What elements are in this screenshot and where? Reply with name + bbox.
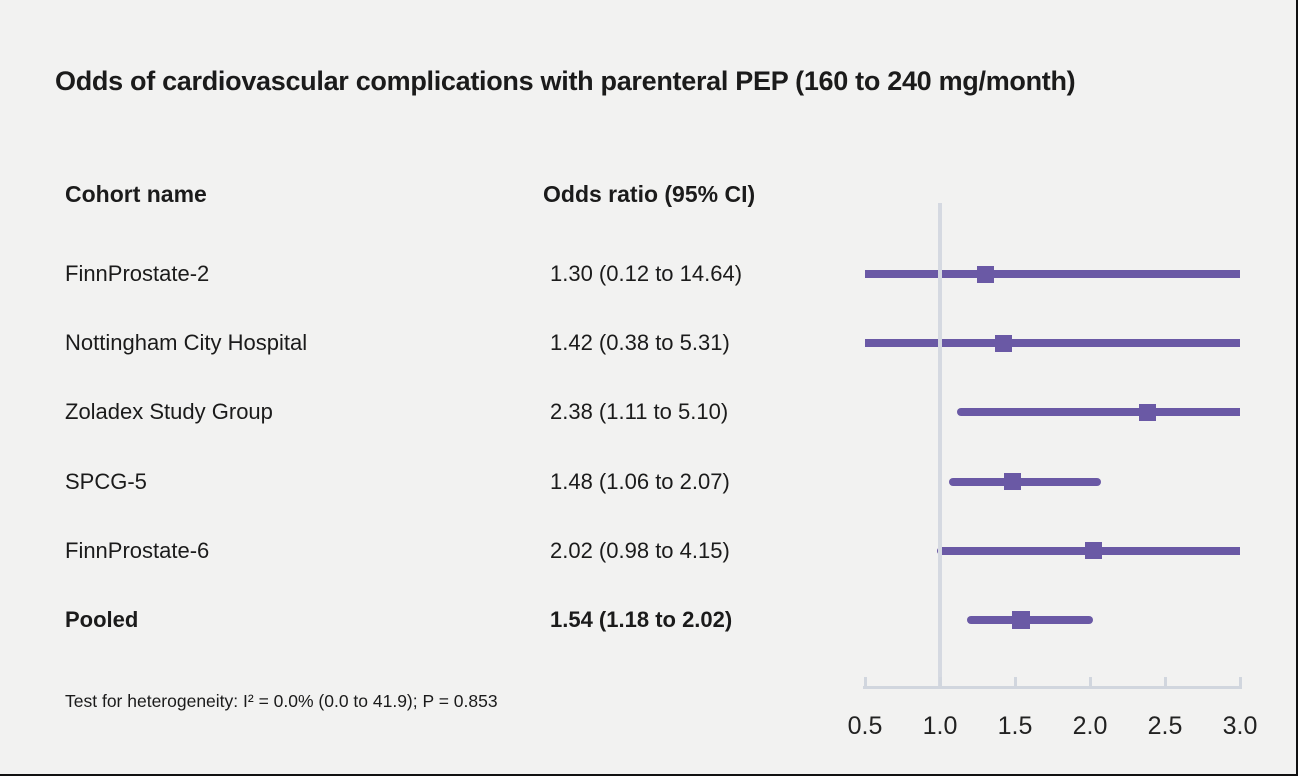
x-axis-tick <box>863 677 867 686</box>
estimate-marker <box>1084 542 1102 560</box>
cohort-name: Pooled <box>65 607 139 632</box>
x-axis-tick-label: 1.0 <box>922 712 958 740</box>
cohort-name: FinnProstate-2 <box>65 261 210 286</box>
x-axis-tick-label: 3.0 <box>1222 712 1258 740</box>
heterogeneity-footnote: Test for heterogeneity: I² = 0.0% (0.0 t… <box>65 691 498 711</box>
confidence-interval-line <box>865 339 1240 348</box>
odds-ratio-value: 2.02 (0.98 to 4.15) <box>550 537 730 563</box>
estimate-marker <box>1003 473 1021 491</box>
reference-line-or-1 <box>938 203 942 686</box>
odds-ratio-value: 1.48 (1.06 to 2.07) <box>550 468 730 494</box>
confidence-interval-line <box>967 616 1093 624</box>
cohort-name: FinnProstate-6 <box>65 537 210 563</box>
x-axis-tick-label: 2.0 <box>1072 712 1108 740</box>
odds-ratio-value: 1.54 (1.18 to 2.02) <box>550 607 733 632</box>
x-axis-tick <box>1088 677 1092 686</box>
x-axis-tick <box>1163 677 1167 686</box>
confidence-interval-line <box>949 477 1101 486</box>
estimate-marker <box>976 265 994 283</box>
figure-title: Odds of cardiovascular complications wit… <box>55 66 1076 96</box>
cohort-name: Zoladex Study Group <box>65 399 273 425</box>
confidence-interval-line <box>865 270 1240 278</box>
x-axis-tick-label: 2.5 <box>1147 712 1183 740</box>
column-header-odds-ratio: Odds ratio (95% CI) <box>543 181 756 207</box>
x-axis-tick <box>938 677 942 686</box>
x-axis-tick <box>1238 677 1242 686</box>
estimate-marker <box>1138 403 1156 421</box>
x-axis-line <box>863 686 1242 689</box>
estimate-marker <box>994 334 1012 352</box>
odds-ratio-value: 1.42 (0.38 to 5.31) <box>550 330 730 356</box>
confidence-interval-line <box>956 408 1240 417</box>
x-axis-tick-label: 1.5 <box>997 712 1033 740</box>
x-axis-tick <box>1013 677 1017 686</box>
odds-ratio-value: 1.30 (0.12 to 14.64) <box>550 261 743 286</box>
odds-ratio-value: 2.38 (1.11 to 5.10) <box>550 399 729 425</box>
cohort-name: SPCG-5 <box>65 468 147 494</box>
pooled-estimate-marker <box>1012 611 1030 629</box>
cohort-name: Nottingham City Hospital <box>65 330 308 356</box>
column-header-cohort-name: Cohort name <box>65 181 207 207</box>
x-axis-tick-label: 0.5 <box>847 712 883 740</box>
